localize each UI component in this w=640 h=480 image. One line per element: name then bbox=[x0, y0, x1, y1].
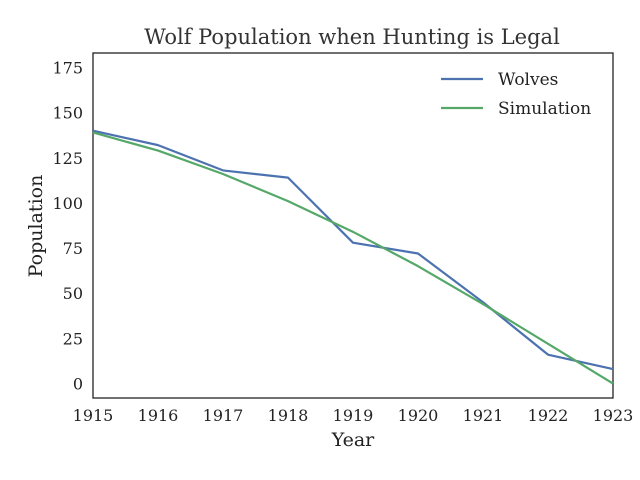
y-tick-label: 75 bbox=[63, 239, 83, 258]
y-tick-label: 25 bbox=[63, 329, 83, 348]
x-tick-label: 1920 bbox=[398, 406, 439, 425]
x-tick-label: 1923 bbox=[593, 406, 634, 425]
plot-frame bbox=[92, 52, 614, 399]
series-line-wolves bbox=[92, 129, 614, 371]
y-axis-label: Population bbox=[25, 175, 47, 278]
legend-label-wolves: Wolves bbox=[498, 70, 558, 90]
y-tick-label: 0 bbox=[73, 375, 83, 394]
y-axis-ticks: 175 150 125 100 75 50 25 0 bbox=[52, 58, 83, 393]
x-tick-label: 1915 bbox=[73, 406, 114, 425]
x-axis-ticks: 1915 1916 1917 1918 1919 1920 1921 1922 1923 bbox=[73, 406, 634, 425]
plot-area bbox=[92, 52, 614, 399]
y-tick-label: 150 bbox=[52, 104, 83, 123]
series-layer bbox=[92, 129, 614, 385]
x-tick-label: 1922 bbox=[528, 406, 569, 425]
x-tick-label: 1917 bbox=[203, 406, 244, 425]
y-tick-label: 175 bbox=[52, 58, 83, 77]
chart-title: Wolf Population when Hunting is Legal bbox=[144, 25, 560, 49]
series-line-simulation bbox=[92, 131, 614, 385]
x-tick-label: 1916 bbox=[138, 406, 179, 425]
y-tick-label: 50 bbox=[63, 284, 83, 303]
legend-label-simulation: Simulation bbox=[498, 99, 591, 119]
x-tick-label: 1918 bbox=[268, 406, 309, 425]
legend: Wolves Simulation bbox=[441, 70, 591, 119]
x-tick-label: 1921 bbox=[463, 406, 504, 425]
x-axis-label: Year bbox=[331, 429, 375, 451]
y-tick-label: 100 bbox=[52, 194, 83, 213]
x-tick-label: 1919 bbox=[333, 406, 374, 425]
y-tick-label: 125 bbox=[52, 149, 83, 168]
